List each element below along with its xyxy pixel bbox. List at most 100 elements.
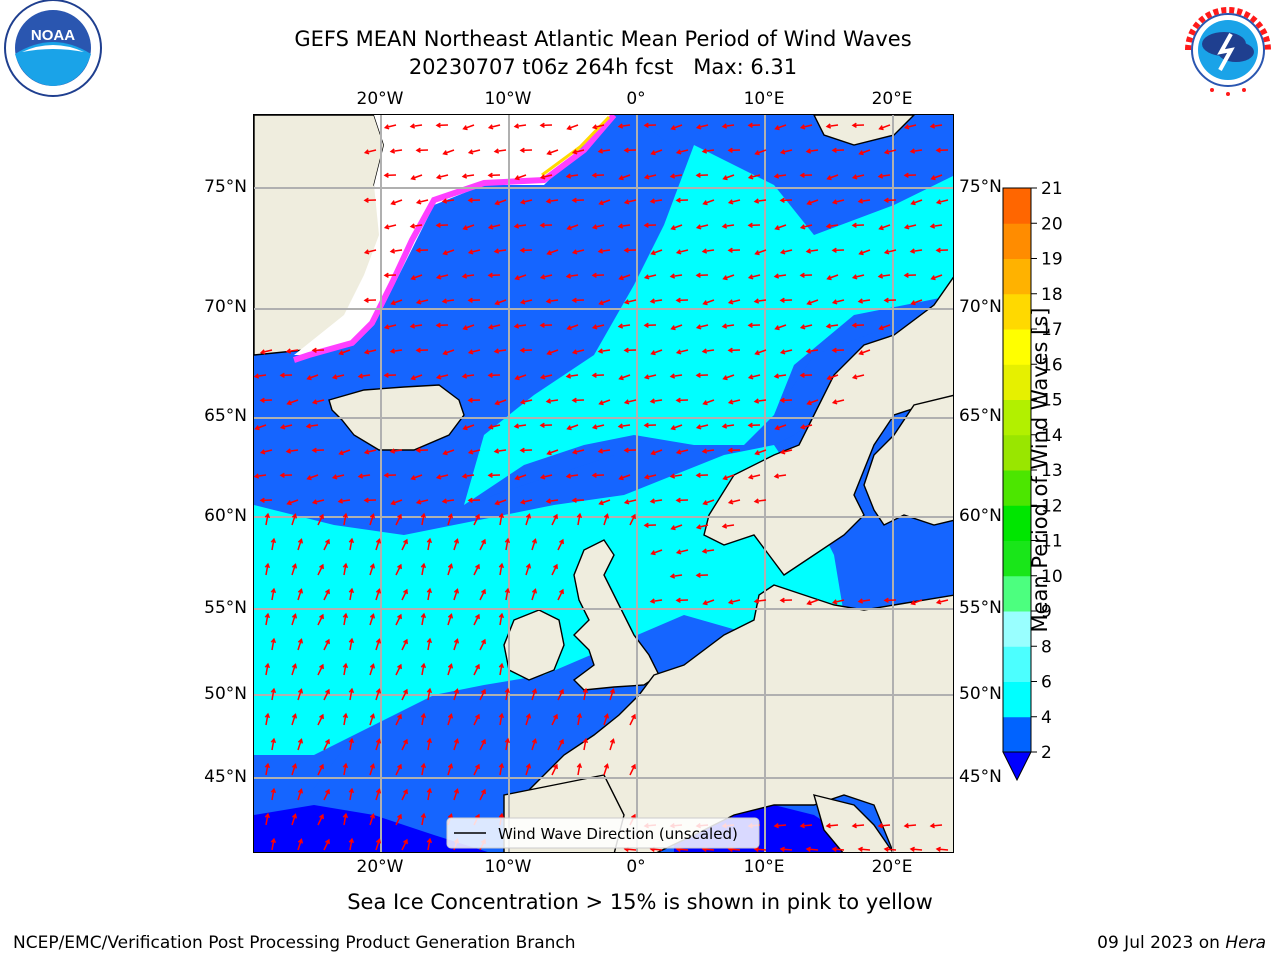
- wave-direction-arrowhead: [695, 324, 702, 330]
- wave-direction-arrow: [265, 514, 269, 526]
- wave-direction-arrowhead: [397, 613, 402, 620]
- wave-direction-arrowhead: [342, 812, 349, 819]
- wave-direction-arrowhead: [519, 499, 526, 505]
- wave-direction-arrowhead: [447, 663, 454, 669]
- wave-direction-arrowhead: [670, 525, 676, 531]
- wave-direction-arrowhead: [493, 348, 500, 354]
- colorbar-tick-label: 4: [1041, 708, 1052, 728]
- wave-direction-arrowhead: [363, 149, 370, 155]
- wave-direction-arrow: [911, 199, 923, 205]
- footer-host: Hera: [1225, 933, 1266, 953]
- wave-direction-arrow: [385, 124, 397, 129]
- wave-direction-arrowhead: [670, 225, 676, 231]
- wave-direction-arrow: [365, 149, 377, 154]
- wave-direction-arrowhead: [348, 537, 355, 544]
- wave-direction-arrowhead: [851, 822, 857, 829]
- wave-direction-arrowhead: [566, 425, 572, 431]
- wave-direction-arrow: [931, 174, 943, 180]
- wave-direction-arrowhead: [831, 846, 837, 852]
- wave-direction-arrowhead: [650, 150, 656, 156]
- map-legend: Wind Wave Direction (unscaled): [446, 817, 760, 849]
- wave-direction-arrow: [291, 814, 297, 826]
- wave-direction-arrowhead: [545, 398, 552, 404]
- wave-direction-arrowhead: [571, 149, 578, 155]
- wave-direction-arrow: [624, 848, 637, 851]
- wave-direction-arrow: [453, 539, 459, 551]
- wave-direction-arrowhead: [467, 397, 473, 403]
- wave-direction-arrow: [375, 689, 381, 701]
- wave-direction-arrowhead: [286, 500, 292, 506]
- wave-direction-arrowhead: [397, 663, 402, 670]
- wave-direction-arrowhead: [415, 299, 422, 305]
- wave-direction-arrow: [853, 374, 865, 379]
- wave-direction-arrowhead: [857, 298, 864, 304]
- colorbar-segment: [1003, 364, 1031, 400]
- wave-direction-arrowhead: [453, 788, 460, 794]
- wave-direction-arrow: [261, 349, 273, 354]
- wave-direction-arrow: [557, 689, 564, 701]
- wave-direction-arrowhead: [383, 124, 390, 130]
- wave-direction-arrow: [521, 499, 533, 504]
- wave-direction-arrowhead: [426, 837, 433, 844]
- wave-direction-arrow: [723, 274, 735, 280]
- wave-direction-arrow: [437, 274, 449, 279]
- wave-direction-arrowhead: [675, 149, 682, 155]
- wave-direction-arrowhead: [582, 687, 589, 694]
- wave-direction-arrow: [505, 689, 509, 701]
- wave-direction-arrowhead: [403, 838, 408, 845]
- wave-direction-arrowhead: [883, 149, 890, 155]
- wave-direction-arrow: [271, 639, 275, 651]
- wave-direction-arrow: [551, 714, 558, 726]
- wave-direction-arrowhead: [754, 450, 760, 456]
- wave-direction-arrowhead: [348, 787, 355, 794]
- wave-direction-arrowhead: [441, 198, 448, 204]
- wave-direction-arrowhead: [487, 172, 493, 178]
- colorbar-tick-label: 19: [1041, 250, 1063, 270]
- wave-direction-arrow: [343, 664, 347, 676]
- wave-direction-arrow: [447, 564, 453, 576]
- wave-direction-arrow: [599, 199, 611, 205]
- wave-direction-arrowhead: [539, 474, 546, 480]
- wave-direction-arrowhead: [348, 837, 355, 844]
- wave-direction-arrow: [547, 449, 559, 455]
- wave-direction-arrowhead: [357, 373, 364, 379]
- wave-direction-arrowhead: [504, 587, 511, 594]
- lon-label-bottom-2: 0°: [626, 857, 646, 877]
- wave-direction-arrow: [755, 449, 767, 455]
- wave-direction-arrowhead: [566, 125, 572, 131]
- wave-direction-arrow: [629, 514, 636, 526]
- wave-direction-arrowhead: [264, 712, 271, 719]
- wave-direction-arrowhead: [851, 174, 858, 180]
- wave-direction-arrowhead: [591, 472, 597, 478]
- wave-direction-arrow: [729, 199, 741, 204]
- wave-direction-arrow: [832, 848, 845, 851]
- wave-direction-arrowhead: [695, 224, 702, 230]
- wave-direction-arrow: [879, 324, 891, 330]
- wave-direction-arrowhead: [598, 200, 604, 206]
- wave-direction-arrow: [297, 639, 303, 651]
- wave-direction-arrow: [697, 424, 709, 429]
- wave-direction-arrowhead: [571, 197, 577, 203]
- wave-direction-arrowhead: [582, 737, 589, 744]
- wave-direction-arrowhead: [566, 325, 572, 331]
- wave-direction-arrow: [551, 764, 558, 776]
- wave-direction-arrow: [291, 664, 297, 676]
- wave-direction-arrow: [313, 499, 325, 504]
- wave-direction-arrow: [323, 689, 330, 701]
- colorbar-ticks: 2 4 6 8 9 10 11 12 13 14 15 16 17 18 19 20 21: [1031, 180, 1063, 763]
- wave-direction-arrowhead: [403, 688, 408, 695]
- wave-direction-arrowhead: [494, 200, 500, 206]
- wave-direction-arrow: [577, 714, 581, 726]
- wave-direction-arrow: [801, 224, 813, 229]
- wave-direction-arrow: [567, 474, 579, 478]
- wave-direction-arrowhead: [675, 197, 681, 203]
- wave-direction-arrowhead: [571, 449, 578, 455]
- wave-direction-arrowhead: [670, 125, 676, 131]
- wave-direction-arrow: [755, 599, 767, 603]
- colorbar-tick-label: 21: [1041, 180, 1063, 199]
- wave-direction-arrow: [443, 199, 455, 203]
- wave-direction-arrowhead: [571, 497, 577, 503]
- wave-direction-arrow: [453, 689, 459, 701]
- wave-direction-arrowhead: [342, 562, 349, 569]
- wave-direction-arrow: [775, 474, 787, 478]
